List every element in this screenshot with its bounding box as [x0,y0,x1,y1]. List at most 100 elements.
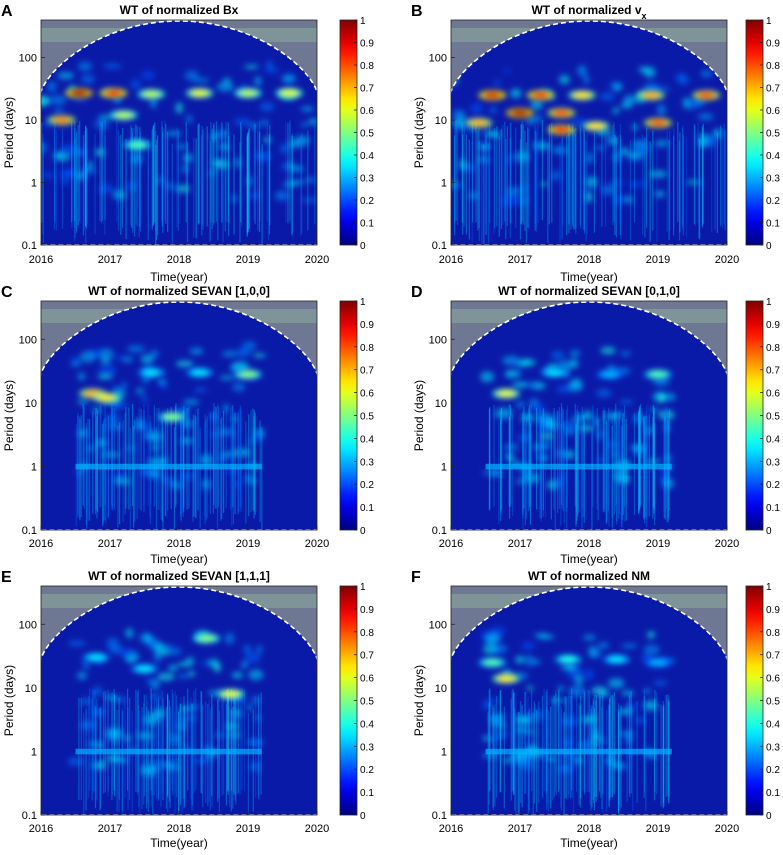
y-tick-label: 1 [31,461,37,473]
hotspot [559,655,578,663]
hotspot [142,369,161,377]
y-tick-label: 100 [429,334,447,346]
x-tick-label: 2017 [98,254,122,266]
colorbar-tick-label: 0.5 [766,412,780,423]
colorbar-tick-label: 0 [766,526,772,537]
hotspot [52,116,71,124]
colorbar-tick-label: 0.9 [766,39,780,50]
y-tick-label: 0.1 [432,525,447,537]
panel-letter: A [1,3,13,20]
heatmap [41,301,317,530]
heatmap [451,586,727,815]
x-tick-label: 2019 [236,823,260,835]
power-streaks [41,120,317,245]
colorbar-tick-label: 0.4 [766,434,780,445]
x-tick-label: 2016 [439,823,463,835]
x-tick-label: 2018 [577,823,601,835]
colorbar-tick-label: 0.9 [766,320,780,331]
hotspot [497,390,516,398]
hotspot [552,109,571,117]
hotspot [197,634,216,642]
hotspot [642,91,661,99]
colorbar-tick-label: 0 [766,241,772,252]
colorbar-tick-label: 0.1 [360,503,374,514]
hotspot [239,89,257,97]
hotspot [163,413,182,421]
panel-letter: C [1,284,13,301]
x-tick-label: 2018 [577,538,601,550]
panel-letter: F [411,569,421,586]
hotspot [483,659,502,667]
x-tick-label: 2020 [715,538,739,550]
colorbar-tick-label: 0.7 [360,366,374,377]
colorbar-tick-label: 0.9 [766,605,780,616]
x-tick-label: 2020 [715,254,739,266]
x-tick-label: 2018 [167,823,191,835]
x-tick-label: 2017 [98,538,122,550]
y-tick-label: 100 [19,53,37,65]
x-tick-label: 2018 [167,538,191,550]
daily-band [75,748,262,755]
hotspots [492,367,672,399]
y-tick-label: 0.1 [22,810,37,822]
colorbar-tick-label: 0.6 [360,106,374,117]
x-axis-label: Time(year) [150,552,208,566]
x-tick-label: 2020 [305,823,329,835]
coi-boundary [451,20,727,245]
x-tick-label: 2017 [508,538,532,550]
colorbar-tick-label: 0.5 [766,697,780,708]
colorbar-tick-label: 0 [360,526,366,537]
panel-title: WT of normalized SEVAN [0,1,0] [498,284,680,298]
x-tick-label: 2016 [439,538,463,550]
panel-title: WT of normalized SEVAN [1,0,0] [88,284,270,298]
coi-boundary [41,586,317,815]
colorbar-tick-label: 0.3 [766,457,780,468]
colorbar-tick-label: 0.3 [360,457,374,468]
hotspot [545,369,564,377]
x-tick-label: 2018 [167,254,191,266]
colorbar-tick-label: 0 [360,241,366,252]
panel-letter: E [1,569,12,586]
colorbar-tick-label: 0.6 [360,674,374,685]
hotspot [483,91,502,99]
hotspot [600,370,619,378]
panel-title: WT of normalized NM [528,569,650,583]
y-tick-label: 10 [25,398,37,410]
colorbar-tick-label: 0.3 [766,742,780,753]
y-tick-label: 10 [435,398,447,410]
heatmap [451,20,727,245]
colorbar-tick-label: 0.7 [766,84,780,95]
colorbar-tick-label: 0.4 [360,151,374,162]
colorbar-tick-label: 0.2 [360,765,374,776]
power-streaks [453,120,727,245]
x-axis-label: Time(year) [150,270,208,284]
y-tick-label: 0.1 [432,810,447,822]
hotspot [697,91,716,99]
hotspot [97,394,116,402]
hotspot [552,126,571,134]
hotspot [190,89,209,97]
x-tick-label: 2017 [98,823,122,835]
daily-band [75,463,262,470]
x-tick-label: 2017 [508,823,532,835]
colorbar-tick-label: 0.5 [360,697,374,708]
cone-of-influence [451,302,727,530]
y-tick-label: 10 [25,683,37,695]
x-tick-label: 2016 [29,823,53,835]
colorbar-tick-label: 0.4 [360,434,374,445]
x-tick-label: 2016 [29,538,53,550]
hotspot [190,369,209,377]
coi-boundary [451,586,727,815]
x-tick-label: 2017 [508,254,532,266]
x-tick-label: 2019 [236,538,260,550]
colorbar-tick-label: 0.4 [360,719,374,730]
colorbar-tick-label: 1 [360,582,366,593]
x-axis-label: Time(year) [560,270,618,284]
colorbar-tick-label: 0.8 [766,61,780,72]
cone-of-influence [41,587,317,815]
y-tick-label: 1 [441,461,447,473]
colorbar-tick-label: 0.8 [766,343,780,354]
